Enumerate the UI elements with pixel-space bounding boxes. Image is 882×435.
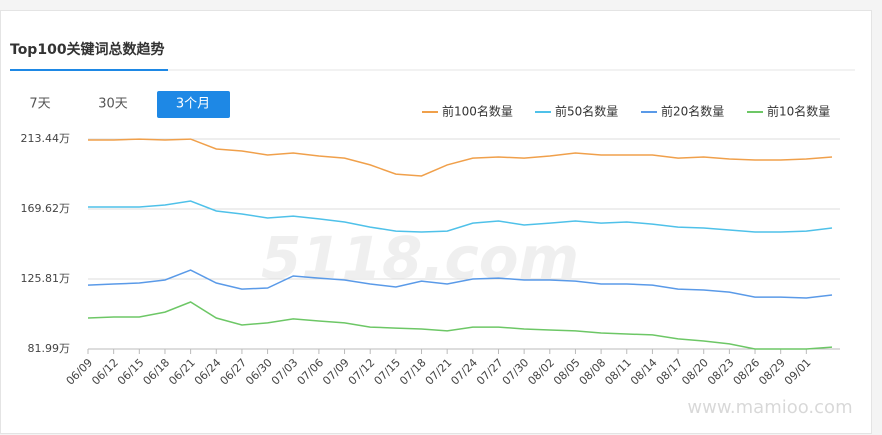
x-tick-label: 09/01	[782, 356, 814, 388]
x-tick-label: 07/24	[448, 356, 480, 388]
page-title: Top100关键词总数趋势	[10, 41, 165, 58]
x-tick-label: 07/15	[371, 356, 403, 388]
x-tick-label: 08/20	[679, 356, 711, 388]
series-line	[88, 200, 833, 233]
series-line	[87, 269, 833, 299]
title-underline	[10, 69, 168, 71]
x-tick-label: 07/12	[346, 356, 378, 388]
y-tick-label: 213.44万	[21, 132, 71, 145]
watermark: www.mamioo.com	[687, 397, 852, 418]
x-tick-label: 06/18	[141, 356, 173, 388]
x-tick-label: 08/29	[756, 356, 788, 388]
tab[interactable]: 30天	[98, 97, 128, 112]
x-tick-label: 08/08	[577, 356, 609, 388]
x-tick-label: 08/05	[551, 356, 583, 388]
x-tick-label: 06/24	[192, 356, 224, 388]
x-tick-label: 07/21	[423, 356, 455, 388]
tab[interactable]: 3个月	[176, 97, 210, 112]
x-tick-label: 08/02	[525, 356, 557, 388]
x-tick-label: 06/12	[89, 356, 121, 388]
x-tick-label: 07/30	[500, 356, 532, 388]
x-tick-label: 06/15	[115, 356, 147, 388]
x-tick-label: 07/09	[320, 356, 352, 388]
tab-active-bg[interactable]	[157, 91, 230, 118]
x-tick-label: 08/23	[705, 356, 737, 388]
x-tick-label: 07/03	[269, 356, 301, 388]
legend-label: 前10名数量	[767, 104, 830, 119]
x-tick-label: 08/11	[602, 356, 634, 388]
y-tick-label: 169.62万	[21, 202, 71, 215]
x-tick-label: 06/27	[218, 356, 250, 388]
x-tick-label: 08/26	[731, 356, 763, 388]
y-tick-label: 125.81万	[21, 272, 71, 285]
x-tick-label: 06/21	[166, 356, 198, 388]
legend-label: 前100名数量	[442, 104, 513, 119]
x-tick-label: 07/06	[295, 356, 327, 388]
x-tick-label: 06/30	[243, 356, 275, 388]
series-line	[87, 301, 833, 350]
x-tick-label: 07/27	[474, 356, 506, 388]
card	[0, 10, 872, 434]
series-line	[88, 138, 833, 177]
x-tick-label: 08/17	[654, 356, 686, 388]
y-tick-label: 81.99万	[28, 342, 71, 355]
x-tick-label: 08/14	[628, 356, 660, 388]
legend-label: 前50名数量	[555, 104, 618, 119]
legend-label: 前20名数量	[661, 104, 724, 119]
x-tick-label: 07/18	[397, 356, 429, 388]
tab[interactable]: 7天	[29, 97, 50, 112]
x-tick-label: 06/09	[64, 356, 96, 388]
